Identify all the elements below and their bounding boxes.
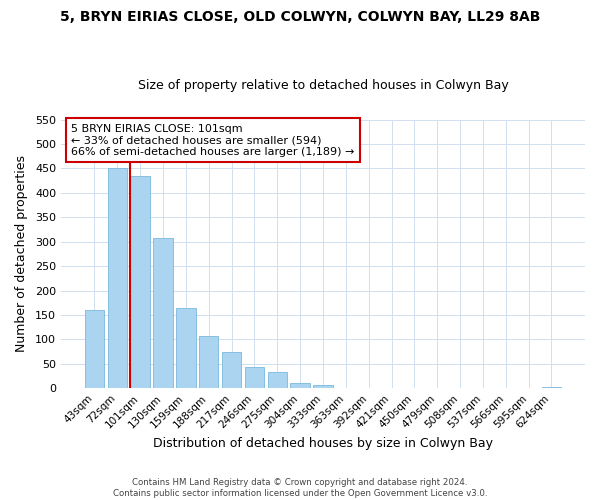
Bar xyxy=(199,336,218,388)
Bar xyxy=(222,352,241,389)
Bar xyxy=(245,368,264,388)
Text: Contains HM Land Registry data © Crown copyright and database right 2024.
Contai: Contains HM Land Registry data © Crown c… xyxy=(113,478,487,498)
Bar xyxy=(107,168,127,388)
Text: 5 BRYN EIRIAS CLOSE: 101sqm
← 33% of detached houses are smaller (594)
66% of se: 5 BRYN EIRIAS CLOSE: 101sqm ← 33% of det… xyxy=(71,124,355,157)
Y-axis label: Number of detached properties: Number of detached properties xyxy=(15,156,28,352)
Bar xyxy=(154,238,173,388)
Bar xyxy=(313,385,332,388)
Text: 5, BRYN EIRIAS CLOSE, OLD COLWYN, COLWYN BAY, LL29 8AB: 5, BRYN EIRIAS CLOSE, OLD COLWYN, COLWYN… xyxy=(60,10,540,24)
Bar xyxy=(176,308,196,388)
Bar xyxy=(130,176,150,388)
X-axis label: Distribution of detached houses by size in Colwyn Bay: Distribution of detached houses by size … xyxy=(153,437,493,450)
Bar xyxy=(85,310,104,388)
Bar xyxy=(542,387,561,388)
Bar xyxy=(290,384,310,388)
Title: Size of property relative to detached houses in Colwyn Bay: Size of property relative to detached ho… xyxy=(137,79,508,92)
Bar xyxy=(268,372,287,388)
